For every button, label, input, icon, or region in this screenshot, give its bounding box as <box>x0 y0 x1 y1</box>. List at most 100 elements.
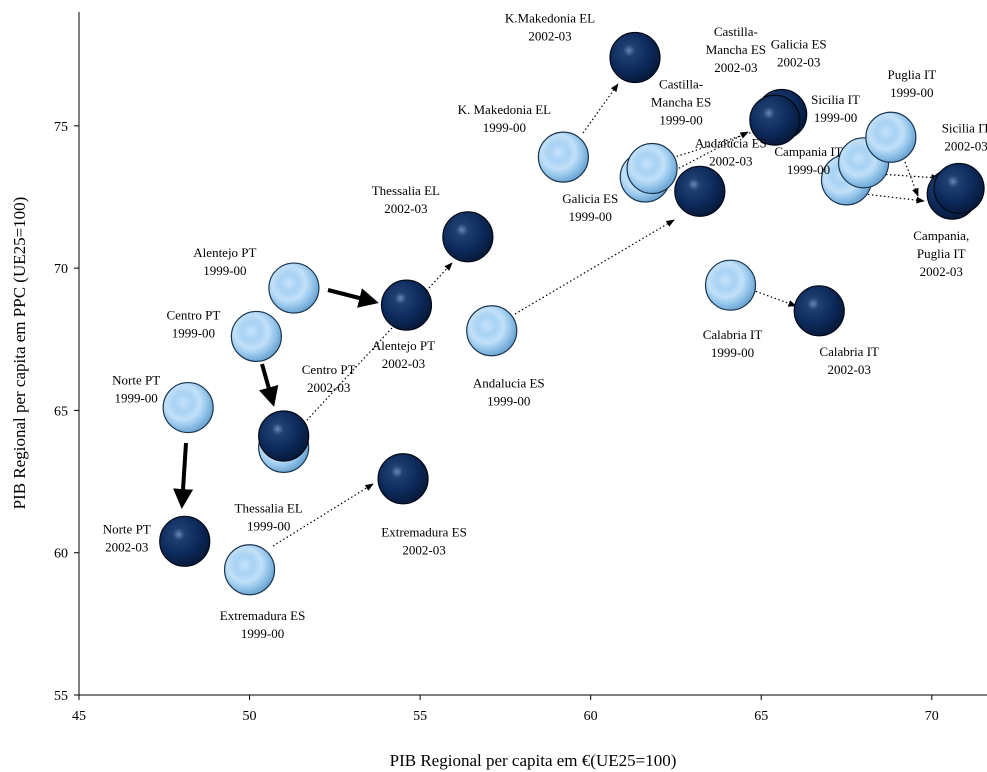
arrow-calabria <box>751 289 797 307</box>
point-label-calabria-it-1999-00: Calabria IT 1999-00 <box>703 327 763 360</box>
y-tick-label-65: 65 <box>54 404 68 419</box>
point-label-line: 1999-00 <box>483 120 526 135</box>
point-label-extremadura-es-1999-00: Extremadura ES 1999-00 <box>220 608 306 641</box>
y-tick-label-55: 55 <box>54 689 68 704</box>
point-label-line: 2002-03 <box>714 60 757 75</box>
point-centro-pt-2002-03 <box>258 410 310 462</box>
point-label-line: 1999-00 <box>787 162 830 177</box>
arrow-galicia <box>646 131 749 186</box>
x-tick-label-45: 45 <box>72 709 86 724</box>
point-label-line: Sicilia IT <box>942 120 987 135</box>
point-label-line: Campania, <box>913 228 969 243</box>
point-label-line: 2002-03 <box>777 54 820 69</box>
point-label-line: Andalucia ES <box>695 135 767 150</box>
point-label-line: 1999-00 <box>114 391 157 406</box>
arrow-makedonia <box>582 83 619 134</box>
point-extremadura-es-2002-03 <box>377 453 429 505</box>
point-label-line: 1999-00 <box>487 394 530 409</box>
arrow-centro <box>259 363 279 407</box>
arrow-campania <box>863 193 925 204</box>
x-tick-label-50: 50 <box>243 709 257 724</box>
point-label-line: 1999-00 <box>890 85 933 100</box>
point-label-line: Castilla- <box>659 77 703 92</box>
point-label-line: Alentejo PT <box>372 338 435 353</box>
arrow-alentejo <box>327 288 379 308</box>
point-label-line: Galicia ES <box>771 36 827 51</box>
point-castilla-mancha-es-1999-00 <box>626 142 678 195</box>
point-label-campania-puglia-it-2002-03: Campania, Puglia IT 2002-03 <box>913 228 969 279</box>
point-label-line: Andalucia ES <box>473 376 545 391</box>
point-calabria-it-1999-00 <box>704 259 757 311</box>
point-label-line: 1999-00 <box>247 518 290 533</box>
y-tick-label-60: 60 <box>54 547 68 562</box>
x-tick-label-65: 65 <box>754 709 768 724</box>
point-sicilia-it-2002-03 <box>933 162 985 215</box>
point-label-line: 2002-03 <box>528 29 571 44</box>
point-label-line: 1999-00 <box>241 626 284 641</box>
point-label-line: Centro PT <box>302 362 356 377</box>
point-label-line: 1999-00 <box>659 113 702 128</box>
point-label-line: Mancha ES <box>706 42 766 57</box>
point-label-line: 2002-03 <box>709 153 752 168</box>
point-label-line: Norte PT <box>112 373 160 388</box>
point-label-extremadura-es-2002-03: Extremadura ES 2002-03 <box>381 525 467 558</box>
point-label-line: Sicilia IT <box>811 92 860 107</box>
point-norte-pt-1999-00 <box>162 381 214 434</box>
point-label-line: Centro PT <box>166 307 220 322</box>
point-label-line: Calabria IT <box>703 327 763 342</box>
point-label-line: Galicia ES <box>562 191 618 206</box>
x-tick-label-70: 70 <box>925 709 939 724</box>
point-puglia-it-1999-00 <box>865 111 917 163</box>
point-label-sicilia-it-1999-00: Sicilia IT 1999-00 <box>811 92 860 125</box>
arrow-andalucia <box>514 219 675 315</box>
point-castilla-mancha-es-2002-03 <box>749 94 801 146</box>
point-label-line: Thessalia EL <box>372 183 440 198</box>
point-k-makedonia-el-1999-00 <box>537 131 589 183</box>
point-label-line: 2002-03 <box>920 264 963 279</box>
point-andalucia-es-2002-03 <box>674 165 726 217</box>
axis-ticks: 45 50 55 60 65 70 55 60 65 70 75 <box>54 120 939 724</box>
point-label-line: Extremadura ES <box>381 525 467 540</box>
point-label-castilla-mancha-es-2002-03: Castilla- Mancha ES 2002-03 <box>706 24 766 75</box>
point-label-centro-pt-1999-00: Centro PT 1999-00 <box>166 307 220 340</box>
point-label-line: 2002-03 <box>828 362 871 377</box>
point-extremadura-es-1999-00 <box>223 544 276 596</box>
y-axis-title: PIB Regional per capita em PPC (UE25=100… <box>10 197 29 510</box>
point-label-alentejo-pt-1999-00: Alentejo PT 1999-00 <box>193 245 256 278</box>
point-label-campania-it-1999-00: Campania IT 1999-00 <box>774 144 842 177</box>
point-andalucia-es-1999-00 <box>466 305 518 357</box>
point-label-line: Alentejo PT <box>193 245 256 260</box>
point-label-thessalia-el-1999-00: Thessalia EL 1999-00 <box>235 500 303 533</box>
point-label-andalucia-es-2002-03: Andalucia ES 2002-03 <box>695 135 767 168</box>
arrow-sicilia <box>877 173 940 181</box>
point-label-line: Campania IT <box>774 144 842 159</box>
point-label-line: Puglia IT <box>917 246 966 261</box>
point-label-galicia-es-2002-03: Galicia ES 2002-03 <box>771 36 827 69</box>
point-label-alentejo-pt-2002-03: Alentejo PT 2002-03 <box>372 338 435 371</box>
point-label-line: Puglia IT <box>887 67 936 82</box>
point-label-calabria-it-2002-03: Calabria IT 2002-03 <box>819 344 879 377</box>
x-axis-title: PIB Regional per capita em €(UE25=100) <box>390 751 677 770</box>
arrow-puglia <box>904 161 919 197</box>
point-alentejo-pt-2002-03 <box>380 279 433 331</box>
point-label-k-makedonia-el-1999-00: K. Makedonia EL 1999-00 <box>458 102 552 135</box>
point-label-line: K.Makedonia EL <box>505 11 595 26</box>
point-label-k-makedonia-el-2002-03: K.Makedonia EL 2002-03 <box>505 11 595 44</box>
x-tick-label-60: 60 <box>584 709 598 724</box>
points-1999-00 <box>162 111 917 596</box>
point-label-line: 2002-03 <box>382 356 425 371</box>
point-calabria-it-2002-03 <box>793 285 845 337</box>
point-label-centro-pt-2002-03: Centro PT 2002-03 <box>302 362 356 395</box>
point-label-line: 2002-03 <box>402 543 445 558</box>
point-centro-pt-1999-00 <box>230 310 282 363</box>
point-label-norte-pt-2002-03: Norte PT 2002-03 <box>103 521 151 554</box>
point-label-line: 2002-03 <box>307 380 350 395</box>
point-label-line: 2002-03 <box>944 138 987 153</box>
point-label-line: Thessalia EL <box>235 500 303 515</box>
point-label-line: 1999-00 <box>203 263 246 278</box>
y-tick-label-75: 75 <box>54 120 68 135</box>
point-thessalia-el-2002-03 <box>442 211 494 263</box>
y-tick-label-70: 70 <box>54 262 68 277</box>
